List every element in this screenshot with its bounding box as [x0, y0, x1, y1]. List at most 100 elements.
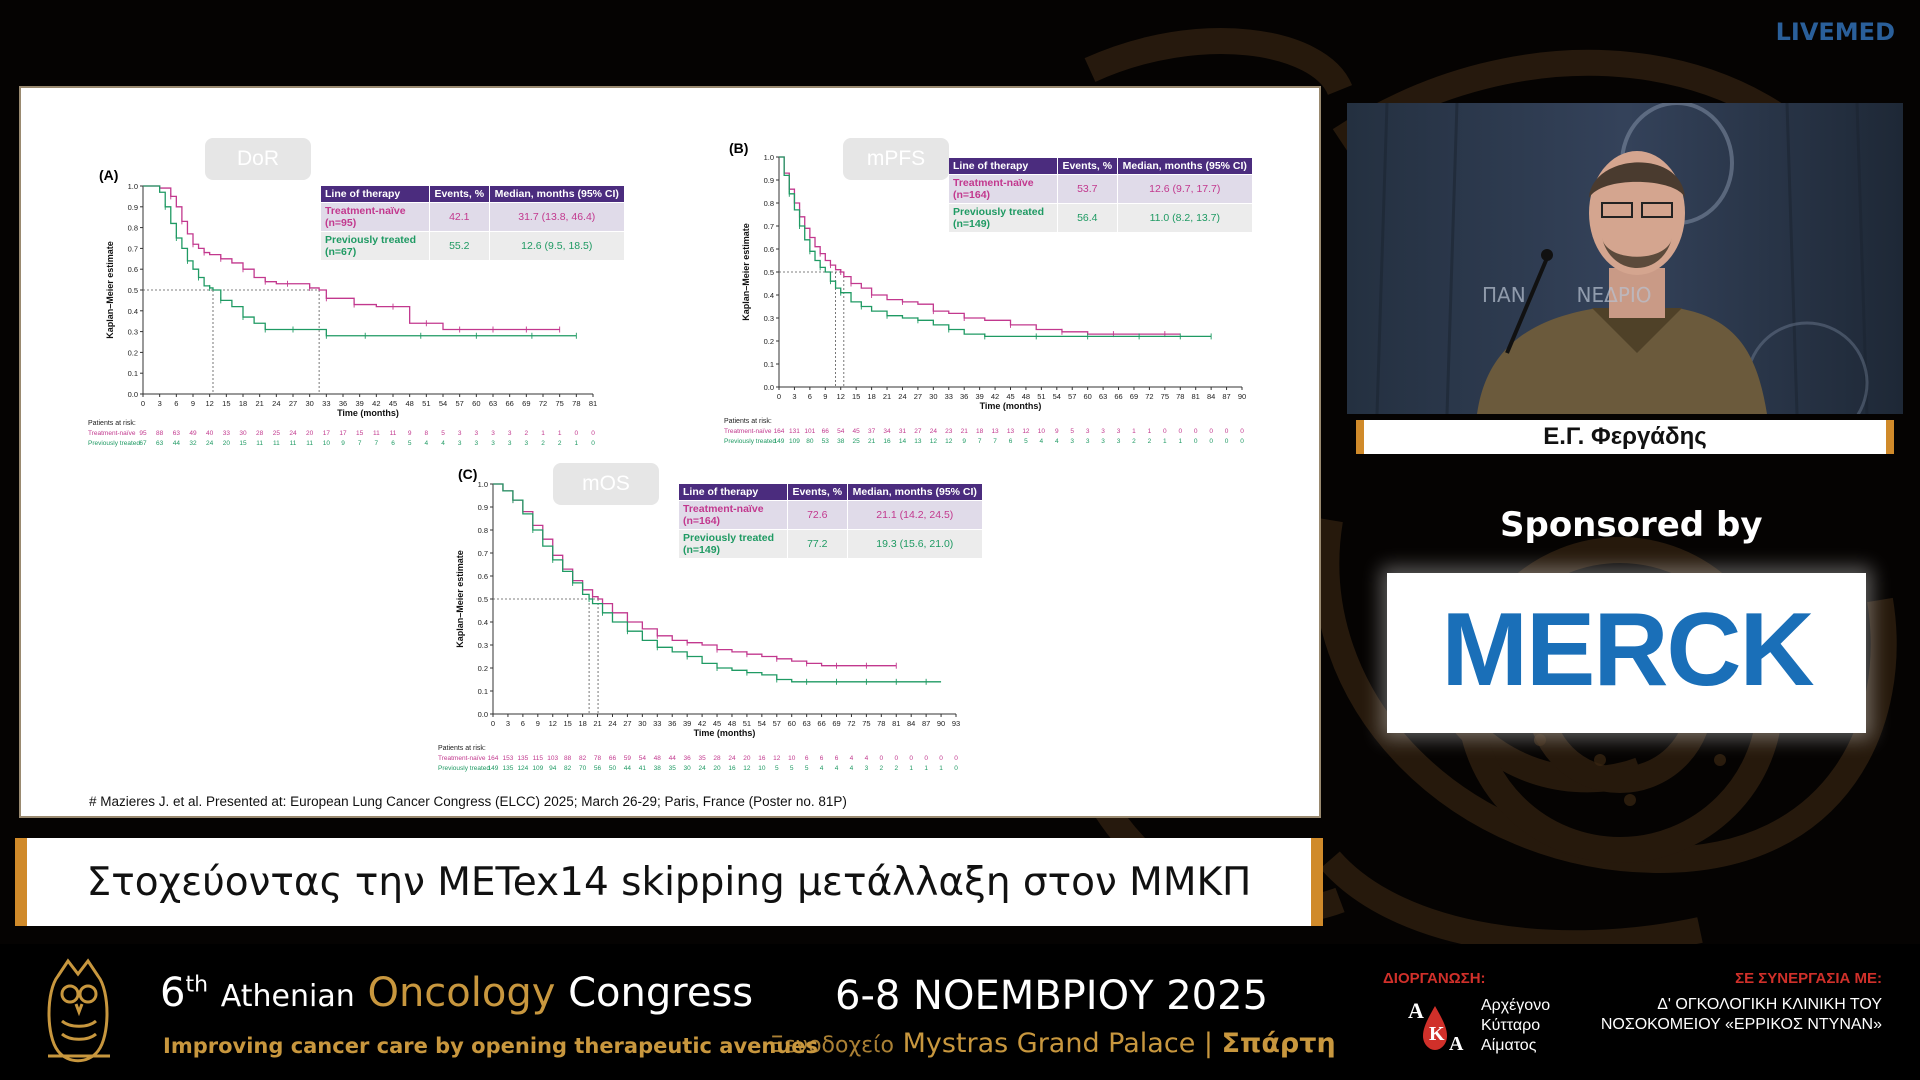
risk-value-previous: 0: [1240, 438, 1244, 445]
risk-value-naive: 12: [1022, 428, 1030, 435]
table-cell: 12.6 (9.7, 17.7): [1117, 174, 1254, 204]
x-tick-label: 3: [506, 719, 510, 728]
risk-value-naive: 59: [624, 755, 632, 762]
x-tick-label: 63: [802, 719, 810, 728]
risk-value-naive: 37: [868, 428, 876, 435]
x-tick-label: 51: [422, 399, 430, 408]
risk-value-naive: 78: [594, 755, 602, 762]
aka-letter: Κ: [1429, 1023, 1445, 1045]
x-tick-label: 18: [867, 392, 875, 401]
y-tick-label: 0.7: [478, 549, 488, 558]
x-tick-label: 33: [322, 399, 330, 408]
x-tick-label: 30: [929, 392, 937, 401]
x-tick-label: 30: [638, 719, 646, 728]
risk-row-label-previous: Previously treated: [438, 765, 490, 772]
x-tick-label: 15: [222, 399, 230, 408]
risk-value-previous: 94: [549, 765, 557, 772]
risk-value-naive: 95: [139, 430, 147, 437]
risk-value-naive: 131: [789, 428, 800, 435]
risk-value-previous: 67: [139, 440, 147, 447]
risk-value-previous: 21: [868, 438, 876, 445]
risk-value-naive: 101: [804, 428, 815, 435]
x-tick-label: 87: [1222, 392, 1230, 401]
x-tick-label: 42: [698, 719, 706, 728]
risk-value-naive: 66: [822, 428, 830, 435]
dor-km-chart: 0.00.10.20.30.40.50.60.70.80.91.00 3 6 9 12 1…: [88, 182, 597, 447]
x-tick-label: 45: [389, 399, 397, 408]
risk-value-previous: 4: [1040, 438, 1044, 445]
risk-value-naive: 2: [525, 430, 529, 437]
congress-ordinal: 6: [160, 970, 186, 1016]
x-tick-label: 66: [1114, 392, 1122, 401]
x-tick-label: 18: [578, 719, 586, 728]
risk-value-previous: 11: [273, 440, 280, 447]
km-curve-previously-treated: [779, 156, 1212, 338]
risk-value-previous: 4: [850, 765, 854, 772]
risk-value-previous: 0: [591, 440, 595, 447]
risk-value-previous: 7: [358, 440, 362, 447]
y-tick-label: 0.2: [764, 337, 774, 346]
x-tick-label: 33: [653, 719, 661, 728]
congress-dates: 6-8 ΝΟΕΜΒΡΙΟΥ 2025: [835, 973, 1269, 1019]
risk-value-previous: 3: [458, 440, 462, 447]
risk-value-naive: 13: [991, 428, 999, 435]
risk-value-previous: 25: [853, 438, 861, 445]
risk-value-previous: 11: [306, 440, 313, 447]
x-tick-label: 72: [1145, 392, 1153, 401]
risk-value-previous: 30: [684, 765, 692, 772]
table-header-line: Line of therapy: [321, 186, 430, 203]
x-tick-label: 66: [817, 719, 825, 728]
risk-value-previous: 70: [579, 765, 587, 772]
risk-value-previous: 0: [1194, 438, 1198, 445]
risk-row-label-naive: Treatment-naïve: [88, 430, 136, 437]
x-tick-label: 78: [572, 399, 580, 408]
y-tick-label: 0.7: [764, 222, 774, 231]
x-tick-label: 18: [239, 399, 247, 408]
y-tick-label: 1.0: [128, 182, 138, 191]
x-tick-label: 0: [141, 399, 145, 408]
mos-km-chart: 0.00.10.20.30.40.50.60.70.80.91.00 3 6 9 12 1…: [438, 480, 960, 772]
risk-value-naive: 25: [273, 430, 281, 437]
risk-value-naive: 5: [1070, 428, 1074, 435]
table-cell: 55.2: [429, 231, 490, 260]
y-tick-label: 0.3: [128, 328, 138, 337]
x-tick-label: 15: [564, 719, 572, 728]
risk-value-previous: 6: [1009, 438, 1013, 445]
y-tick-label: 1.0: [478, 480, 488, 489]
risk-value-previous: 11: [256, 440, 263, 447]
risk-value-previous: 7: [978, 438, 982, 445]
risk-value-previous: 32: [189, 440, 197, 447]
x-tick-label: 78: [1176, 392, 1184, 401]
x-tick-label: 24: [898, 392, 906, 401]
risk-value-previous: 0: [1225, 438, 1229, 445]
x-tick-label: 51: [1037, 392, 1045, 401]
x-tick-label: 42: [372, 399, 380, 408]
risk-value-previous: 38: [654, 765, 662, 772]
y-tick-label: 0.0: [478, 710, 488, 719]
risk-value-naive: 9: [408, 430, 412, 437]
risk-value-naive: 0: [591, 430, 595, 437]
risk-value-previous: 1: [575, 440, 579, 447]
risk-value-previous: 4: [1055, 438, 1059, 445]
collaboration-label: ΣΕ ΣΥΝΕΡΓΑΣΙΑ ΜΕ:: [1735, 970, 1882, 987]
x-tick-label: 21: [255, 399, 263, 408]
risk-value-previous: 135: [503, 765, 514, 772]
y-axis-label: Kaplan–Meier estimate: [455, 550, 465, 648]
congress-oncology: Oncology: [367, 970, 556, 1016]
risk-value-previous: 109: [532, 765, 543, 772]
risk-value-naive: 3: [458, 430, 462, 437]
risk-value-previous: 15: [239, 440, 247, 447]
table-cell: 11.0 (8.2, 13.7): [1117, 203, 1254, 232]
risk-value-naive: 45: [853, 428, 861, 435]
x-tick-label: 36: [960, 392, 968, 401]
y-tick-label: 0.1: [128, 369, 138, 378]
organizer-name-line: Αίματος: [1481, 1037, 1537, 1054]
risk-value-naive: 54: [837, 428, 845, 435]
risk-value-previous: 4: [820, 765, 824, 772]
table-cell: 56.4: [1057, 203, 1118, 232]
risk-value-naive: 0: [1225, 428, 1229, 435]
risk-value-previous: 24: [206, 440, 214, 447]
y-tick-label: 0.0: [764, 383, 774, 392]
x-tick-label: 48: [1022, 392, 1030, 401]
x-tick-label: 60: [472, 399, 480, 408]
